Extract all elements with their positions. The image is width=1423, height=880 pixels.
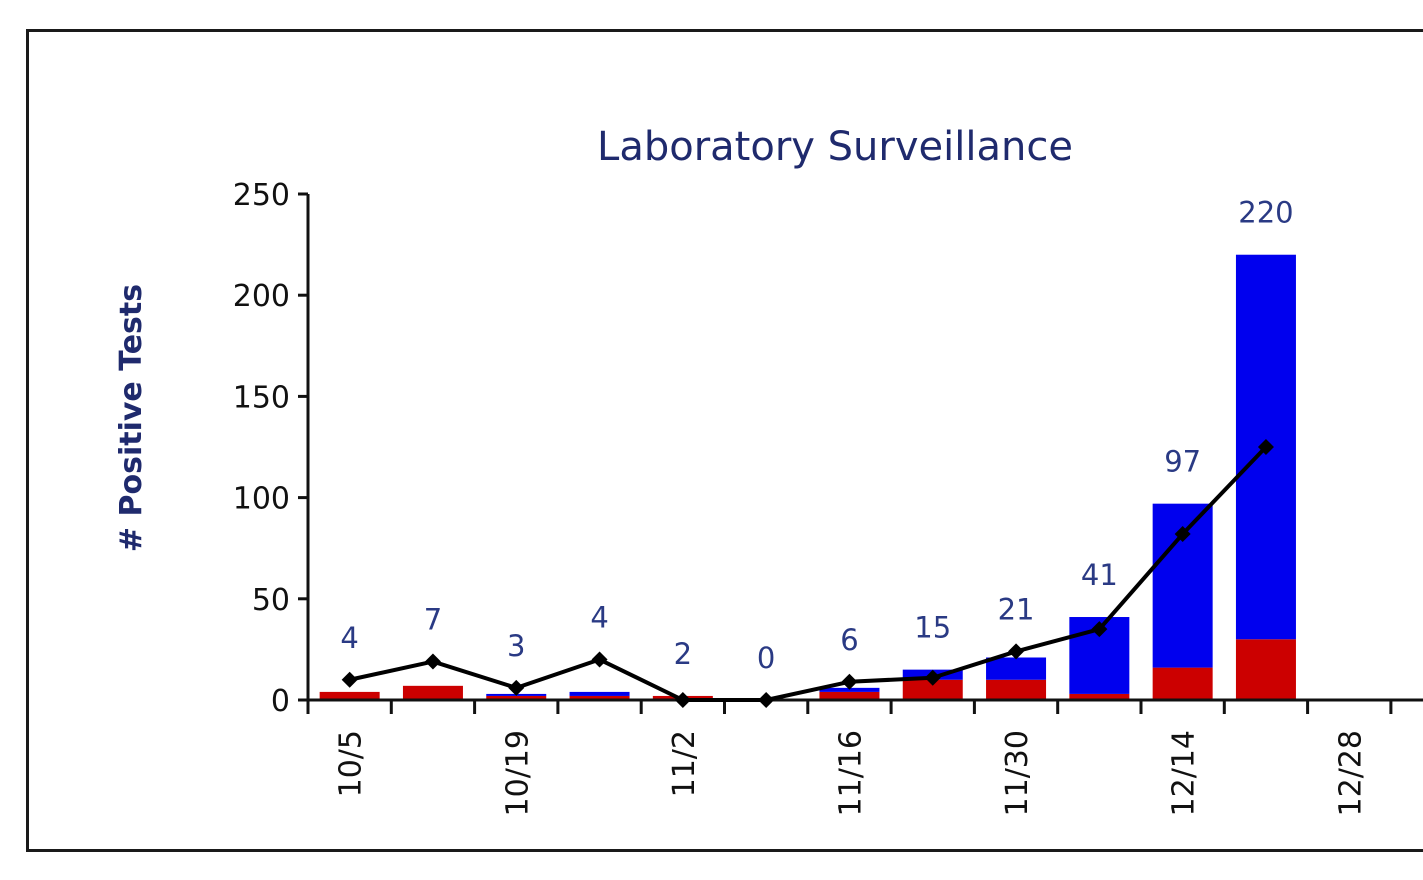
x-tick-label: 10/19 [500, 730, 535, 816]
y-tick-label: 150 [233, 380, 290, 415]
data-label: 41 [1081, 558, 1118, 592]
chart-frame [26, 29, 1423, 852]
bar-segment [986, 657, 1047, 680]
line-point [1257, 439, 1274, 455]
bar-segment [986, 679, 1047, 700]
bar-segment [569, 695, 630, 700]
line-point [508, 679, 525, 696]
data-label: 4 [590, 601, 608, 635]
bar-segment [819, 691, 880, 700]
bars-group [319, 254, 1296, 700]
bar-segment [569, 691, 630, 696]
data-label: 0 [757, 641, 775, 675]
line-point [424, 653, 441, 670]
bar-segment [1069, 693, 1130, 700]
data-label: 220 [1238, 196, 1293, 230]
x-tick-label: 11/16 [833, 730, 868, 816]
line-point [758, 692, 775, 708]
data-label: 21 [998, 592, 1035, 626]
x-tick-label: 11/2 [667, 730, 702, 797]
data-label: 3 [507, 629, 525, 663]
x-tick-label: 11/30 [1000, 730, 1035, 816]
x-tick-label: 12/14 [1167, 730, 1202, 816]
bar-segment [402, 685, 463, 700]
y-tick-label: 0 [271, 684, 290, 719]
data-label: 97 [1164, 445, 1201, 479]
data-label: 15 [914, 611, 951, 645]
data-label: 7 [424, 603, 442, 637]
y-tick-label: 250 [233, 178, 290, 213]
bar-segment [902, 679, 963, 700]
x-tick-label: 10/5 [334, 730, 369, 797]
line-point [841, 673, 858, 690]
line-point [674, 692, 691, 708]
bar-segment [819, 687, 880, 692]
line-series-group [341, 439, 1274, 708]
data-labels-group: 4 7 3 4 2 0 6 15 21 41 97 220 [340, 196, 1293, 675]
x-tick-label: 12/28 [1333, 730, 1368, 816]
line-point [924, 669, 941, 686]
data-label: 6 [840, 623, 858, 657]
line-point [1174, 526, 1191, 543]
y-tick-label: 100 [233, 482, 290, 517]
data-label: 4 [340, 621, 358, 655]
data-label: 2 [674, 637, 692, 671]
bar-segment [1152, 667, 1213, 700]
line-point [591, 651, 608, 668]
line-point [1091, 621, 1108, 638]
series-line [349, 445, 1268, 702]
y-tick-label: 50 [252, 583, 290, 618]
y-axis-label: # Positive Tests [114, 284, 149, 552]
bar-segment [319, 691, 380, 700]
y-tick-label: 200 [233, 279, 290, 314]
bar-segment [1235, 639, 1296, 700]
bar-segment [486, 695, 547, 700]
line-point [341, 671, 358, 688]
chart-title: Laboratory Surveillance [597, 124, 1073, 170]
line-point [1008, 643, 1025, 660]
